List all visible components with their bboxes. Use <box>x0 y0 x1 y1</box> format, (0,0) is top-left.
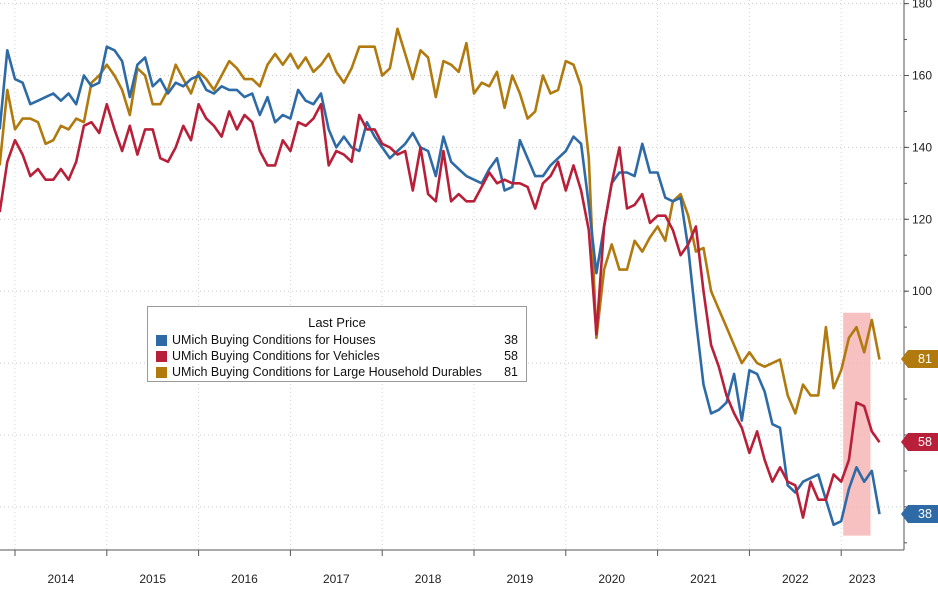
end-value-badge: 58 <box>901 433 938 452</box>
x-tick-label: 2014 <box>48 572 75 586</box>
series-line-durables <box>0 27 881 415</box>
series-line-houses <box>0 45 881 527</box>
legend-item-durables: UMich Buying Conditions for Large Househ… <box>156 364 518 380</box>
legend-swatch <box>156 366 167 378</box>
legend-item-houses: UMich Buying Conditions for Houses 38 <box>156 332 518 348</box>
legend-value: 38 <box>504 333 518 347</box>
legend-title: Last Price <box>308 315 366 330</box>
y-tick-label: 120 <box>912 212 932 226</box>
y-tick-label: 140 <box>912 140 932 154</box>
end-value-badge: 81 <box>901 350 938 369</box>
y-tick-label: 180 <box>912 0 932 11</box>
x-tick-label: 2021 <box>690 572 717 586</box>
legend-value: 58 <box>504 349 518 363</box>
x-tick-label: 2020 <box>598 572 625 586</box>
x-tick-label: 2017 <box>323 572 350 586</box>
end-value-badge: 38 <box>901 505 938 524</box>
x-tick-label: 2016 <box>231 572 258 586</box>
x-tick-label: 2019 <box>507 572 534 586</box>
x-tick-label: 2015 <box>139 572 166 586</box>
legend-swatch <box>156 350 167 362</box>
legend-label: UMich Buying Conditions for Vehicles <box>172 349 380 363</box>
legend-label: UMich Buying Conditions for Houses <box>172 333 376 347</box>
series-line-vehicles <box>0 102 881 519</box>
legend-item-vehicles: UMich Buying Conditions for Vehicles 58 <box>156 348 518 364</box>
x-tick-label: 2018 <box>415 572 442 586</box>
x-tick-label: 2022 <box>782 572 809 586</box>
x-tick-label: 2023 <box>849 572 876 586</box>
legend: Last Price UMich Buying Conditions for H… <box>147 306 527 382</box>
legend-label: UMich Buying Conditions for Large Househ… <box>172 365 482 379</box>
y-tick-label: 160 <box>912 68 932 82</box>
legend-swatch <box>156 334 167 346</box>
y-tick-label: 100 <box>912 284 932 298</box>
legend-value: 81 <box>504 365 518 379</box>
